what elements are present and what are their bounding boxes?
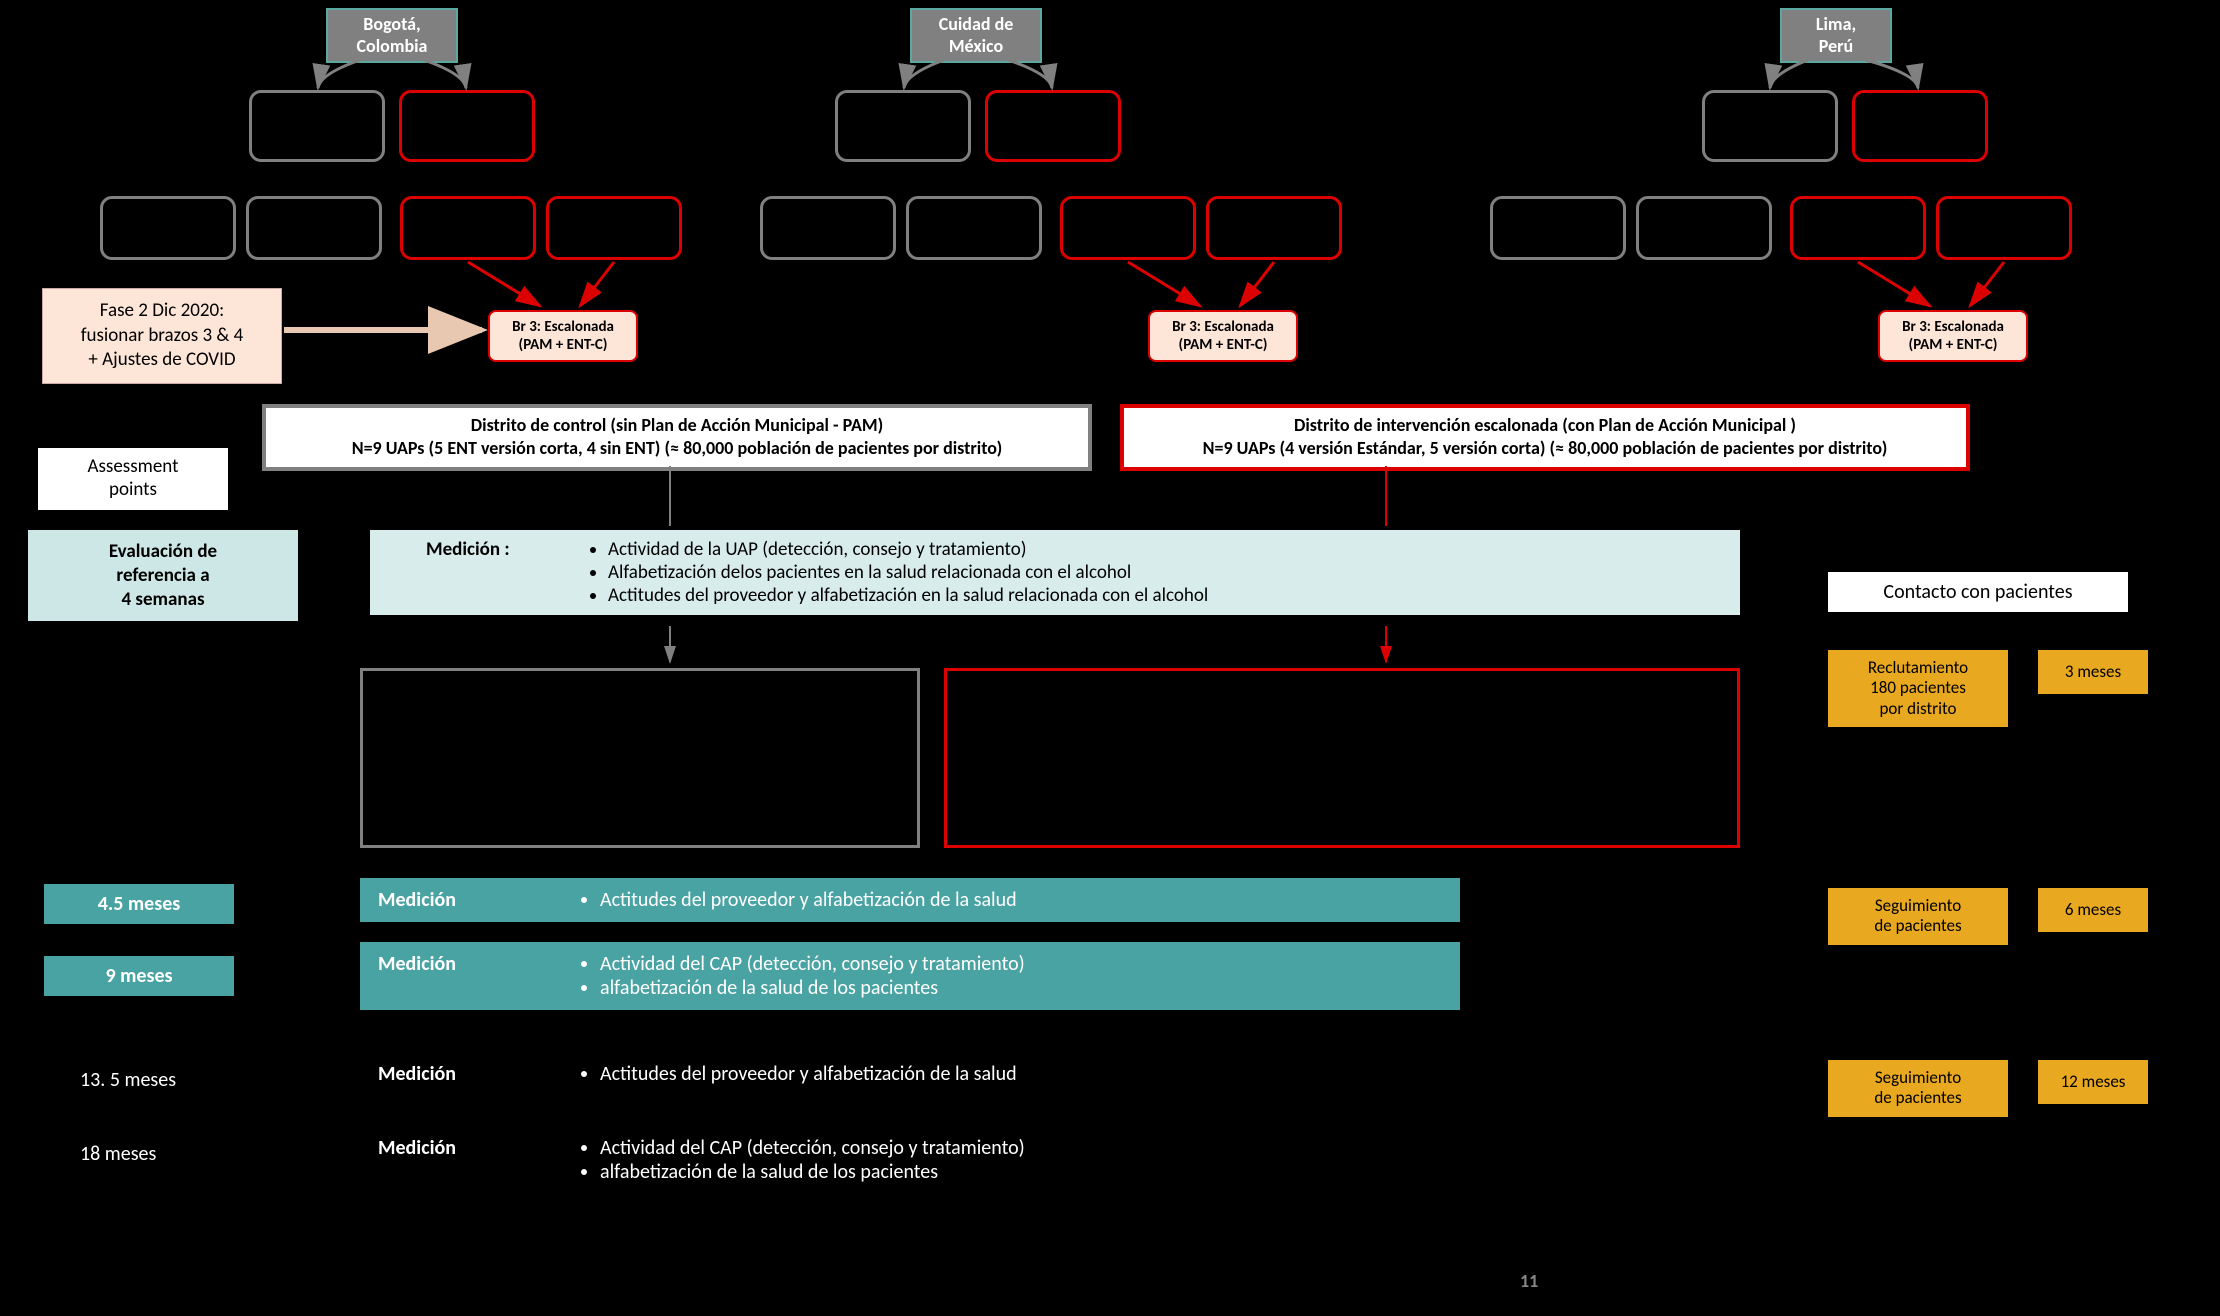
mexico-lvl1-grey [835, 90, 971, 162]
medicion-45-label: Medición [378, 888, 578, 912]
patient-row-2-right: 12 meses [2038, 1060, 2148, 1104]
lima-lvl1-grey [1702, 90, 1838, 162]
tp-18-label: 18 meses [68, 1142, 168, 1166]
bogota-lvl1-grey [249, 90, 385, 162]
medicion-18-row: Medición Actividad del CAP (detección, c… [360, 1136, 1460, 1184]
city-label-bogota: Bogotá,Colombia [326, 8, 458, 63]
tp-9-label: 9 meses [44, 956, 234, 996]
tp-135-label: 13. 5 meses [68, 1068, 188, 1092]
page-number: 11 [1520, 1270, 1538, 1292]
bogota-lvl2-r2 [546, 196, 682, 260]
assessment-points-box: Assessmentpoints [38, 448, 228, 510]
big-block-control [360, 668, 920, 848]
bogota-lvl2-g1 [100, 196, 236, 260]
br3-lima: Br 3: Escalonada(PAM + ENT-C) [1878, 310, 2028, 362]
lima-lvl2-g1 [1490, 196, 1626, 260]
lima-lvl2-r2 [1936, 196, 2072, 260]
lima-lvl1-red [1852, 90, 1988, 162]
medicion-baseline-label: Medición : [386, 538, 586, 561]
br3-mexico: Br 3: Escalonada(PAM + ENT-C) [1148, 310, 1298, 362]
district-control-box: Distrito de control (sin Plan de Acción … [262, 404, 1092, 471]
mexico-lvl2-r1 [1060, 196, 1196, 260]
lima-lvl2-g2 [1636, 196, 1772, 260]
medicion-9-label: Medición [378, 952, 578, 976]
city-label-lima: Lima,Perú [1780, 8, 1892, 63]
tp-45-label: 4.5 meses [44, 884, 234, 924]
patient-row-1-left: Seguimientode pacientes [1828, 888, 2008, 945]
city-label-mexico: Cuidad deMéxico [910, 8, 1042, 63]
contacto-header: Contacto con pacientes [1828, 572, 2128, 612]
medicion-45-row: Medición Actitudes del proveedor y alfab… [360, 878, 1460, 922]
district-intervention-box: Distrito de intervención escalonada (con… [1120, 404, 1970, 471]
br3-bogota: Br 3: Escalonada(PAM + ENT-C) [488, 310, 638, 362]
mexico-lvl2-r2 [1206, 196, 1342, 260]
mexico-lvl2-g1 [760, 196, 896, 260]
medicion-baseline-row: Medición : Actividad de la UAP (detecció… [370, 530, 1740, 615]
patient-row-0-left: Reclutamiento180 pacientespor distrito [1828, 650, 2008, 727]
medicion-9-row: Medición Actividad del CAP (detección, c… [360, 942, 1460, 1010]
bogota-lvl2-g2 [246, 196, 382, 260]
patient-row-1-right: 6 meses [2038, 888, 2148, 932]
bogota-lvl1-red [399, 90, 535, 162]
phase2-box: Fase 2 Dic 2020:fusionar brazos 3 & 4+ A… [42, 288, 282, 384]
mexico-lvl2-g2 [906, 196, 1042, 260]
patient-row-0-right: 3 meses [2038, 650, 2148, 694]
lima-lvl2-r1 [1790, 196, 1926, 260]
mexico-lvl1-red [985, 90, 1121, 162]
medicion-135-label: Medición [378, 1062, 578, 1086]
bogota-lvl2-r1 [400, 196, 536, 260]
patient-row-2-left: Seguimientode pacientes [1828, 1060, 2008, 1117]
medicion-135-row: Medición Actitudes del proveedor y alfab… [360, 1062, 1460, 1086]
eval-ref-box: Evaluación dereferencia a4 semanas [28, 530, 298, 621]
medicion-18-label: Medición [378, 1136, 578, 1160]
medicion-baseline-bullets: Actividad de la UAP (detección, consejo … [586, 538, 1208, 607]
big-block-intervention [944, 668, 1740, 848]
